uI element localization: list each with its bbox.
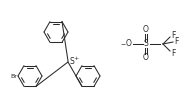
Text: F: F xyxy=(174,37,178,47)
Text: F: F xyxy=(171,48,175,57)
Text: O: O xyxy=(126,40,132,48)
Text: +: + xyxy=(74,56,79,61)
Text: F: F xyxy=(171,30,175,40)
Text: S: S xyxy=(69,57,74,67)
Text: O: O xyxy=(143,25,149,34)
Text: −: − xyxy=(121,41,126,47)
Text: S: S xyxy=(144,40,148,48)
Text: Br: Br xyxy=(10,74,17,79)
Text: O: O xyxy=(143,53,149,63)
